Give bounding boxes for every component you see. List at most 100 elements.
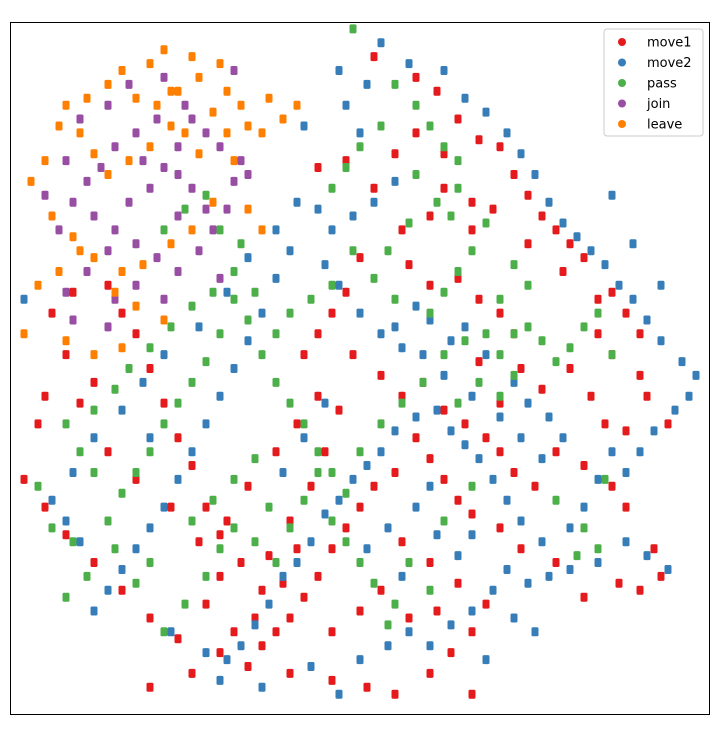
- point-move1: [34, 419, 42, 429]
- point-pass: [440, 142, 448, 152]
- point-move1: [524, 239, 532, 249]
- point-move2: [664, 565, 672, 574]
- point-pass: [251, 287, 259, 297]
- point-move1: [440, 149, 448, 159]
- point-move1: [118, 585, 126, 595]
- point-move2: [517, 433, 525, 443]
- point-pass: [398, 398, 406, 408]
- point-move2: [608, 447, 616, 457]
- point-move1: [202, 502, 210, 512]
- point-move2: [146, 523, 154, 533]
- point-move1: [559, 267, 567, 276]
- point-move1: [314, 163, 322, 172]
- point-pass: [167, 322, 175, 332]
- point-move1: [90, 558, 98, 567]
- plot-frame: [10, 22, 710, 715]
- point-pass: [384, 246, 392, 256]
- point-move1: [594, 294, 602, 304]
- point-pass: [496, 350, 504, 360]
- point-pass: [132, 468, 140, 477]
- point-leave: [167, 239, 175, 249]
- point-move2: [503, 128, 511, 138]
- point-pass: [580, 322, 588, 332]
- point-move2: [300, 121, 308, 131]
- point-leave: [118, 343, 126, 353]
- point-move2: [90, 606, 98, 616]
- point-pass: [370, 273, 378, 283]
- point-pass: [174, 398, 182, 408]
- point-move1: [370, 52, 378, 62]
- point-pass: [419, 377, 427, 387]
- point-move1: [615, 578, 623, 588]
- point-move1: [566, 364, 574, 373]
- point-leave: [76, 246, 84, 256]
- point-leave: [237, 100, 245, 110]
- point-move2: [223, 287, 231, 297]
- legend-marker-leave: [618, 120, 626, 128]
- point-pass: [181, 599, 189, 609]
- point-pass: [188, 301, 196, 311]
- point-pass: [90, 405, 98, 415]
- point-move2: [482, 655, 490, 665]
- point-join: [230, 66, 238, 75]
- point-move1: [342, 156, 350, 166]
- point-move1: [223, 516, 231, 526]
- point-move1: [517, 364, 525, 373]
- point-leave: [20, 329, 28, 339]
- point-move1: [335, 405, 343, 415]
- point-move1: [174, 634, 182, 644]
- point-pass: [286, 398, 294, 408]
- point-pass: [251, 454, 259, 464]
- point-move2: [566, 565, 574, 574]
- point-move1: [314, 391, 322, 401]
- point-move2: [160, 350, 168, 360]
- point-move2: [629, 239, 637, 249]
- point-move1: [314, 329, 322, 339]
- point-move2: [258, 682, 266, 692]
- point-pass: [538, 336, 546, 346]
- point-move2: [377, 447, 385, 457]
- point-pass: [349, 24, 357, 34]
- point-move2: [412, 412, 420, 422]
- point-move1: [440, 183, 448, 193]
- point-move2: [454, 551, 462, 561]
- point-move1: [657, 571, 665, 581]
- point-move2: [356, 128, 364, 138]
- point-move2: [377, 38, 385, 48]
- point-move2: [391, 322, 399, 332]
- point-pass: [496, 294, 504, 304]
- point-move1: [608, 287, 616, 297]
- point-leave: [265, 93, 273, 103]
- point-move1: [244, 481, 252, 491]
- point-move2: [188, 447, 196, 457]
- point-join: [132, 239, 140, 249]
- point-leave: [160, 45, 168, 55]
- point-move2: [433, 530, 441, 540]
- point-move2: [671, 405, 679, 415]
- point-move1: [286, 613, 294, 623]
- point-move1: [447, 648, 455, 658]
- point-move1: [237, 558, 245, 567]
- point-move2: [538, 454, 546, 464]
- point-move1: [454, 114, 462, 124]
- point-join: [188, 183, 196, 193]
- point-move1: [272, 447, 280, 457]
- point-leave: [160, 315, 168, 325]
- point-pass: [573, 551, 581, 561]
- point-pass: [405, 558, 413, 567]
- point-move1: [636, 585, 644, 595]
- point-pass: [510, 370, 518, 380]
- point-pass: [461, 336, 469, 346]
- point-move1: [391, 149, 399, 159]
- point-move1: [349, 350, 357, 360]
- point-move1: [314, 571, 322, 581]
- point-move2: [391, 426, 399, 436]
- point-move1: [510, 170, 518, 179]
- point-move1: [286, 668, 294, 678]
- point-move1: [482, 599, 490, 609]
- legend-marker-move1: [618, 38, 626, 46]
- point-move1: [167, 502, 175, 512]
- point-join: [153, 114, 161, 124]
- point-move2: [580, 502, 588, 512]
